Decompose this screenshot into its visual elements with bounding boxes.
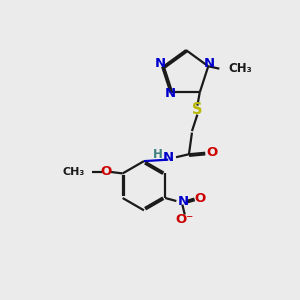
Text: S: S xyxy=(192,102,202,117)
Text: N: N xyxy=(155,57,166,70)
Text: H: H xyxy=(153,148,163,161)
Text: O: O xyxy=(194,192,206,205)
Text: N: N xyxy=(204,57,215,70)
Text: O: O xyxy=(100,165,111,178)
Text: N: N xyxy=(163,151,174,164)
Text: CH₃: CH₃ xyxy=(63,167,85,177)
Text: O: O xyxy=(206,146,218,159)
Text: O⁻: O⁻ xyxy=(176,213,194,226)
Text: N: N xyxy=(177,194,188,208)
Text: CH₃: CH₃ xyxy=(228,62,252,75)
Text: N: N xyxy=(164,87,175,101)
